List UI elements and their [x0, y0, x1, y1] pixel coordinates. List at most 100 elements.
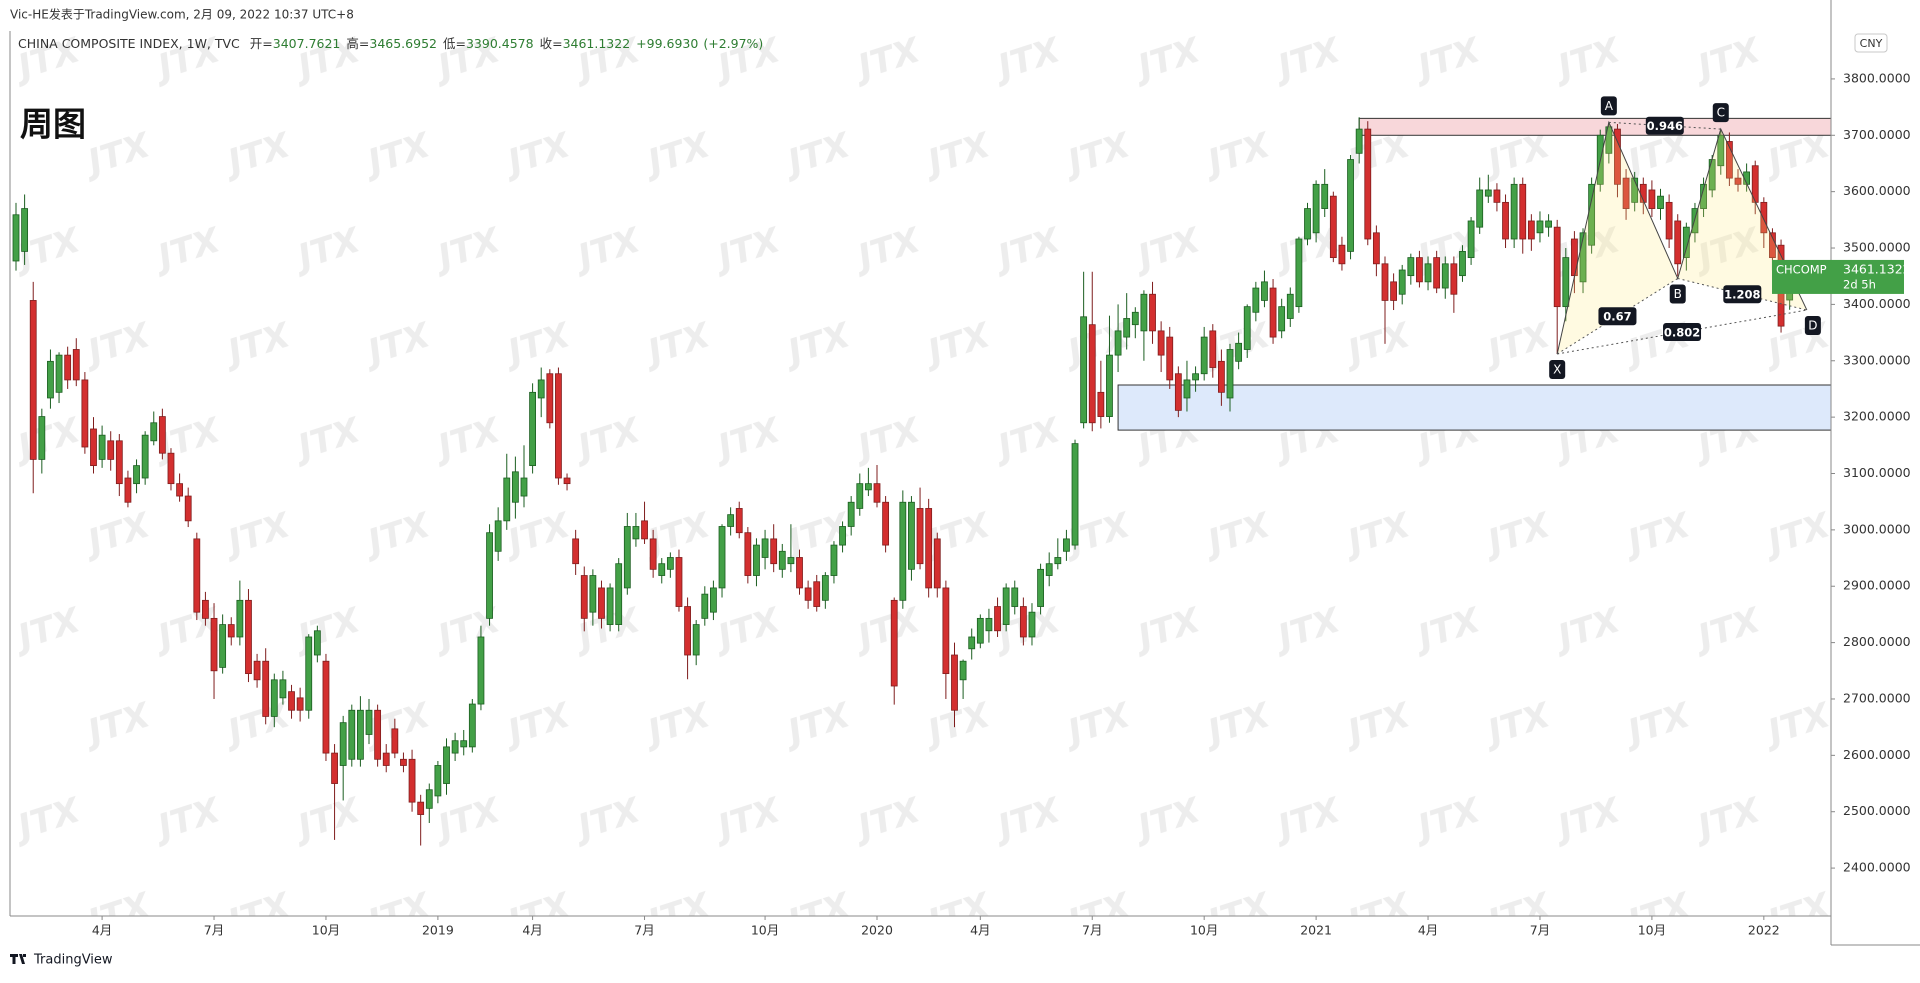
candle-body: [787, 557, 795, 565]
candle-body: [236, 599, 244, 638]
candle-body: [193, 538, 201, 613]
candle-body: [1312, 183, 1320, 234]
candle-body: [1200, 336, 1208, 375]
candle-body: [1088, 324, 1096, 424]
watermark: JTX: [638, 695, 717, 755]
candle-body: [107, 440, 115, 460]
footer-logo: TradingView: [10, 953, 113, 968]
candle-body: [1304, 208, 1311, 240]
y-tick-label: 3400.0000: [1843, 296, 1911, 311]
candle-body: [1433, 257, 1441, 289]
watermark: JTX: [1408, 600, 1487, 660]
watermark: JTX: [358, 125, 437, 185]
candle-body: [1019, 606, 1027, 638]
candle-body: [425, 789, 433, 809]
candle-body: [580, 575, 588, 619]
y-tick-label: 3300.0000: [1843, 352, 1911, 367]
candle-body: [98, 434, 106, 460]
candle-body: [1028, 611, 1036, 638]
candle-body: [1286, 293, 1294, 319]
watermark: JTX: [638, 505, 717, 565]
candle-body: [744, 532, 752, 576]
candle-body: [572, 538, 580, 565]
candle-body: [951, 654, 958, 711]
candle-body: [1450, 263, 1458, 295]
candle-body: [555, 373, 562, 479]
change-percent: (+2.97%): [703, 36, 763, 51]
candle-body: [64, 354, 72, 381]
candle-body: [296, 697, 304, 711]
candle-body: [1519, 183, 1527, 240]
candle-body: [1054, 557, 1062, 565]
close-label: 收=: [540, 36, 563, 51]
candle-body: [1123, 318, 1131, 338]
watermark: JTX: [1618, 505, 1697, 565]
watermark: JTX: [1198, 125, 1277, 185]
candle-body: [1665, 201, 1673, 240]
candle-body: [710, 587, 717, 613]
watermark: JTX: [358, 315, 437, 375]
candle-body: [486, 532, 493, 619]
x-tick-label: 2022: [1748, 923, 1780, 938]
candle-body: [692, 624, 700, 656]
candle-body: [1063, 538, 1070, 552]
pattern-triangle: [1557, 122, 1678, 354]
candle-body: [899, 501, 907, 601]
watermark: JTX: [148, 790, 227, 850]
candle-body: [890, 599, 898, 687]
ratio-box: [1645, 116, 1684, 135]
candle-body: [81, 379, 89, 448]
candle-body: [942, 587, 950, 675]
y-tick-label: 2800.0000: [1843, 634, 1911, 649]
open-label: 开=: [250, 36, 273, 51]
candle-body: [1407, 257, 1415, 277]
watermark: JTX: [78, 505, 157, 565]
candle-body: [227, 624, 235, 638]
candle-body: [270, 679, 278, 717]
candle-body: [451, 740, 459, 754]
watermark: JTX: [1548, 790, 1627, 850]
candle-body: [959, 660, 967, 681]
candle-body: [12, 214, 20, 262]
candle-body: [1166, 336, 1174, 381]
candle-body: [864, 483, 872, 491]
watermark: JTX: [428, 410, 507, 470]
candle-body: [288, 691, 295, 711]
watermark: JTX: [778, 695, 857, 755]
logo-icon: [10, 954, 26, 964]
candle-body: [1691, 208, 1699, 234]
candle-body: [391, 728, 399, 754]
candle-body: [494, 520, 502, 552]
watermark: JTX: [988, 790, 1067, 850]
candle-body: [133, 465, 140, 485]
candle-body: [1390, 281, 1397, 301]
candle-body: [382, 752, 390, 766]
candle-body: [598, 587, 605, 619]
candle-body: [529, 391, 536, 467]
chart-title: 周图: [20, 105, 86, 144]
point-box: [1804, 316, 1821, 336]
candle-body: [184, 495, 192, 522]
candle-body: [511, 471, 519, 503]
candle-body: [365, 709, 373, 735]
price-tag-symbol: CHCOMP: [1776, 262, 1827, 276]
candle-body: [1261, 281, 1268, 301]
watermark: JTX: [1268, 30, 1347, 90]
x-tick-label: 4月: [92, 923, 112, 938]
watermark: JTX: [708, 220, 787, 280]
watermark: JTX: [848, 220, 927, 280]
candle-body: [400, 758, 407, 766]
watermark: JTX: [1128, 30, 1207, 90]
y-tick-label: 2600.0000: [1843, 747, 1911, 762]
candle-body: [847, 501, 855, 527]
candle-body: [115, 440, 123, 485]
candle-body: [1381, 263, 1389, 301]
watermark: JTX: [1548, 30, 1627, 90]
candle-body: [1157, 330, 1165, 356]
watermark: JTX: [1408, 30, 1487, 90]
candle-body: [167, 452, 175, 485]
candle-body: [245, 599, 252, 675]
y-tick-label: 3100.0000: [1843, 465, 1911, 480]
candle-body: [1527, 220, 1535, 240]
